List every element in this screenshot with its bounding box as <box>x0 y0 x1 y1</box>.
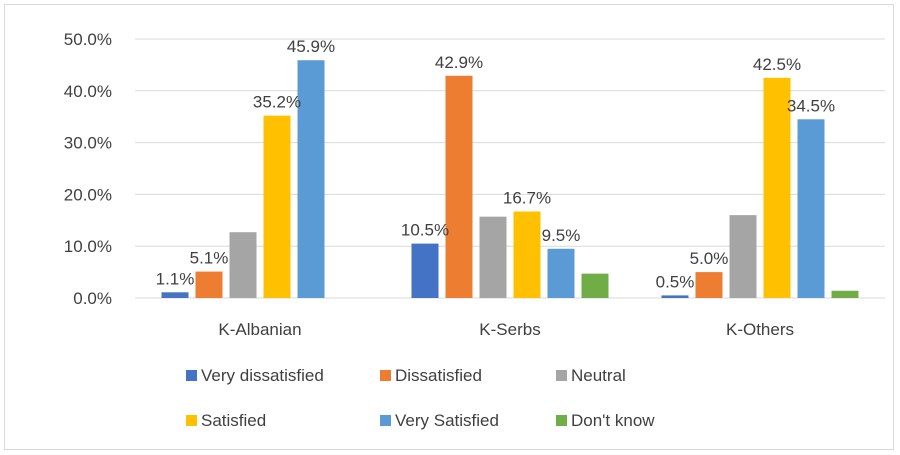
data-label: 34.5% <box>787 96 835 115</box>
bar <box>229 232 257 298</box>
legend-swatch <box>380 415 391 426</box>
y-tick-label: 30.0% <box>64 134 112 153</box>
bar <box>297 60 325 298</box>
y-tick-label: 0.0% <box>73 289 112 308</box>
legend-swatch <box>186 415 197 426</box>
x-tick-label: K-Others <box>726 320 794 339</box>
bar <box>831 290 859 298</box>
data-label: 5.1% <box>190 249 229 268</box>
bar <box>161 292 189 298</box>
x-tick-label: K-Albanian <box>218 320 301 339</box>
y-tick-label: 20.0% <box>64 185 112 204</box>
bar <box>479 216 507 298</box>
legend-swatch <box>380 370 391 381</box>
bar <box>411 243 439 298</box>
data-label: 9.5% <box>542 226 581 245</box>
bar <box>695 272 723 298</box>
data-label: 5.0% <box>690 249 729 268</box>
legend-swatch <box>556 370 567 381</box>
bar <box>445 75 473 298</box>
legend-label: Dissatisfied <box>395 366 482 385</box>
data-label: 10.5% <box>401 221 449 240</box>
data-label: 16.7% <box>503 188 551 207</box>
legend-swatch <box>186 370 197 381</box>
y-tick-label: 10.0% <box>64 237 112 256</box>
data-label: 1.1% <box>156 269 195 288</box>
bars <box>161 60 859 298</box>
legend-label: Don't know <box>571 411 655 430</box>
bar <box>729 215 757 298</box>
data-label: 35.2% <box>253 93 301 112</box>
y-tick-label: 50.0% <box>64 30 112 49</box>
legend-label: Neutral <box>571 366 626 385</box>
bar <box>797 119 825 298</box>
bar <box>661 295 689 298</box>
bar <box>763 77 791 298</box>
data-labels: 1.1%5.1% 35.2% 45.9% 10.5% 42.9% 16.7% 9.5% 0.5… <box>156 37 835 291</box>
legend-swatch <box>556 415 567 426</box>
legend-label: Satisfied <box>201 411 266 430</box>
data-label: 42.9% <box>435 53 483 72</box>
legend-label: Very dissatisfied <box>201 366 324 385</box>
data-label: 45.9% <box>287 37 335 56</box>
legend: Very dissatisfied Dissatisfied Neutral Sati… <box>186 366 655 430</box>
legend-label: Very Satisfied <box>395 411 499 430</box>
bar <box>547 248 575 298</box>
data-label: 0.5% <box>656 272 695 291</box>
y-axis: 0.0% 10.0% 20.0% 30.0% 40.0% 50.0% <box>64 30 112 308</box>
bar <box>195 271 223 298</box>
x-axis: K-Albanian K-Serbs K-Others <box>218 320 794 339</box>
gridlines <box>135 38 885 299</box>
bar <box>581 273 609 298</box>
data-label: 42.5% <box>753 55 801 74</box>
bar <box>513 211 541 298</box>
x-tick-label: K-Serbs <box>479 320 540 339</box>
y-tick-label: 40.0% <box>64 82 112 101</box>
bar <box>263 115 291 298</box>
